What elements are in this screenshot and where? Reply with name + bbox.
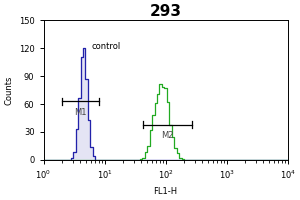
Title: 293: 293: [150, 4, 181, 19]
Text: M2: M2: [161, 131, 173, 140]
Text: control: control: [91, 42, 120, 51]
Text: M1: M1: [74, 108, 86, 117]
Y-axis label: Counts: Counts: [4, 75, 13, 105]
X-axis label: FL1-H: FL1-H: [154, 187, 178, 196]
